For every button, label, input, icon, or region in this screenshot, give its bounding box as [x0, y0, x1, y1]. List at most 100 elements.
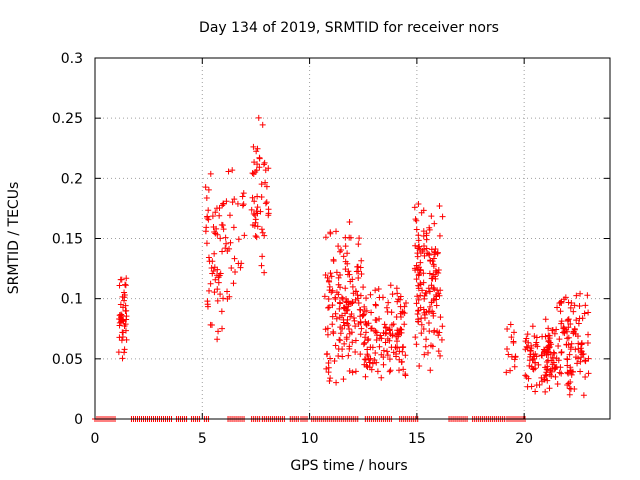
- data-point: [230, 224, 237, 231]
- data-point: [567, 304, 574, 311]
- data-point: [415, 307, 422, 314]
- data-point: [507, 367, 514, 374]
- data-point: [203, 240, 210, 247]
- data-point: [332, 310, 339, 317]
- data-point: [214, 231, 221, 238]
- data-point: [415, 200, 422, 207]
- data-point: [326, 278, 333, 285]
- data-point: [343, 307, 350, 314]
- data-point: [324, 331, 331, 338]
- data-point: [346, 234, 353, 241]
- data-point: [437, 352, 444, 359]
- x-tick-label: 20: [515, 431, 533, 447]
- data-point: [212, 209, 219, 216]
- data-point: [351, 317, 358, 324]
- data-point: [398, 358, 405, 365]
- data-point: [207, 170, 214, 177]
- data-point: [535, 361, 542, 368]
- data-point: [552, 373, 559, 380]
- data-point: [346, 326, 353, 333]
- data-point: [255, 114, 262, 121]
- data-point: [423, 230, 430, 237]
- data-point: [222, 234, 229, 241]
- data-point: [533, 334, 540, 341]
- data-point: [259, 121, 266, 128]
- data-point: [119, 355, 126, 362]
- data-point: [427, 367, 434, 374]
- data-point: [344, 250, 351, 257]
- data-point: [504, 325, 511, 332]
- data-point: [585, 331, 592, 338]
- data-point: [435, 348, 442, 355]
- data-point: [561, 330, 568, 337]
- data-point: [339, 295, 346, 302]
- x-axis-label: GPS time / hours: [290, 458, 407, 474]
- data-point: [349, 369, 356, 376]
- data-point: [262, 179, 269, 186]
- data-point: [240, 190, 247, 197]
- data-point: [121, 291, 128, 298]
- data-point: [415, 316, 422, 323]
- data-point: [524, 344, 531, 351]
- data-point: [341, 340, 348, 347]
- data-point: [327, 375, 334, 382]
- data-point: [416, 363, 423, 370]
- data-point: [336, 248, 343, 255]
- data-point: [214, 286, 221, 293]
- data-point: [527, 347, 534, 354]
- data-point: [576, 302, 583, 309]
- data-point: [357, 292, 364, 299]
- data-point: [554, 381, 561, 388]
- data-point: [212, 276, 219, 283]
- data-point: [120, 329, 127, 336]
- data-point: [558, 348, 565, 355]
- data-point: [430, 271, 437, 278]
- data-point: [423, 336, 430, 343]
- data-point: [230, 280, 237, 287]
- data-point: [566, 351, 573, 358]
- data-point: [378, 335, 385, 342]
- y-tick-labels: 0 0.05 0.1 0.15 0.2 0.25 0.3: [52, 51, 83, 428]
- data-point: [356, 235, 363, 242]
- data-point: [254, 204, 261, 211]
- data-point: [329, 287, 336, 294]
- data-point: [364, 351, 371, 358]
- data-point: [355, 241, 362, 248]
- data-point: [525, 339, 532, 346]
- data-point: [386, 326, 393, 333]
- data-point: [325, 295, 332, 302]
- data-point: [214, 297, 221, 304]
- data-point: [329, 302, 336, 309]
- data-point: [380, 361, 387, 368]
- data-point: [503, 369, 510, 376]
- plot-frame: [94, 57, 611, 420]
- data-point: [420, 325, 427, 332]
- data-point: [386, 356, 393, 363]
- data-point: [322, 271, 329, 278]
- data-point: [343, 336, 350, 343]
- data-point: [556, 369, 563, 376]
- data-point: [370, 327, 377, 334]
- data-point: [505, 351, 512, 358]
- data-point: [557, 308, 564, 315]
- data-point: [380, 347, 387, 354]
- data-point: [428, 275, 435, 282]
- data-point: [204, 301, 211, 308]
- data-point: [218, 308, 225, 315]
- data-point: [398, 314, 405, 321]
- data-point: [337, 324, 344, 331]
- data-point: [418, 330, 425, 337]
- data-point: [413, 300, 420, 307]
- data-point: [564, 328, 571, 335]
- data-point: [249, 194, 256, 201]
- data-point: [428, 342, 435, 349]
- data-point: [420, 279, 427, 286]
- data-point: [568, 371, 575, 378]
- data-point: [328, 273, 335, 280]
- data-point: [508, 334, 515, 341]
- data-point: [232, 268, 239, 275]
- data-point: [522, 372, 529, 379]
- data-point: [426, 303, 433, 310]
- data-point: [360, 311, 367, 318]
- data-point: [235, 236, 242, 243]
